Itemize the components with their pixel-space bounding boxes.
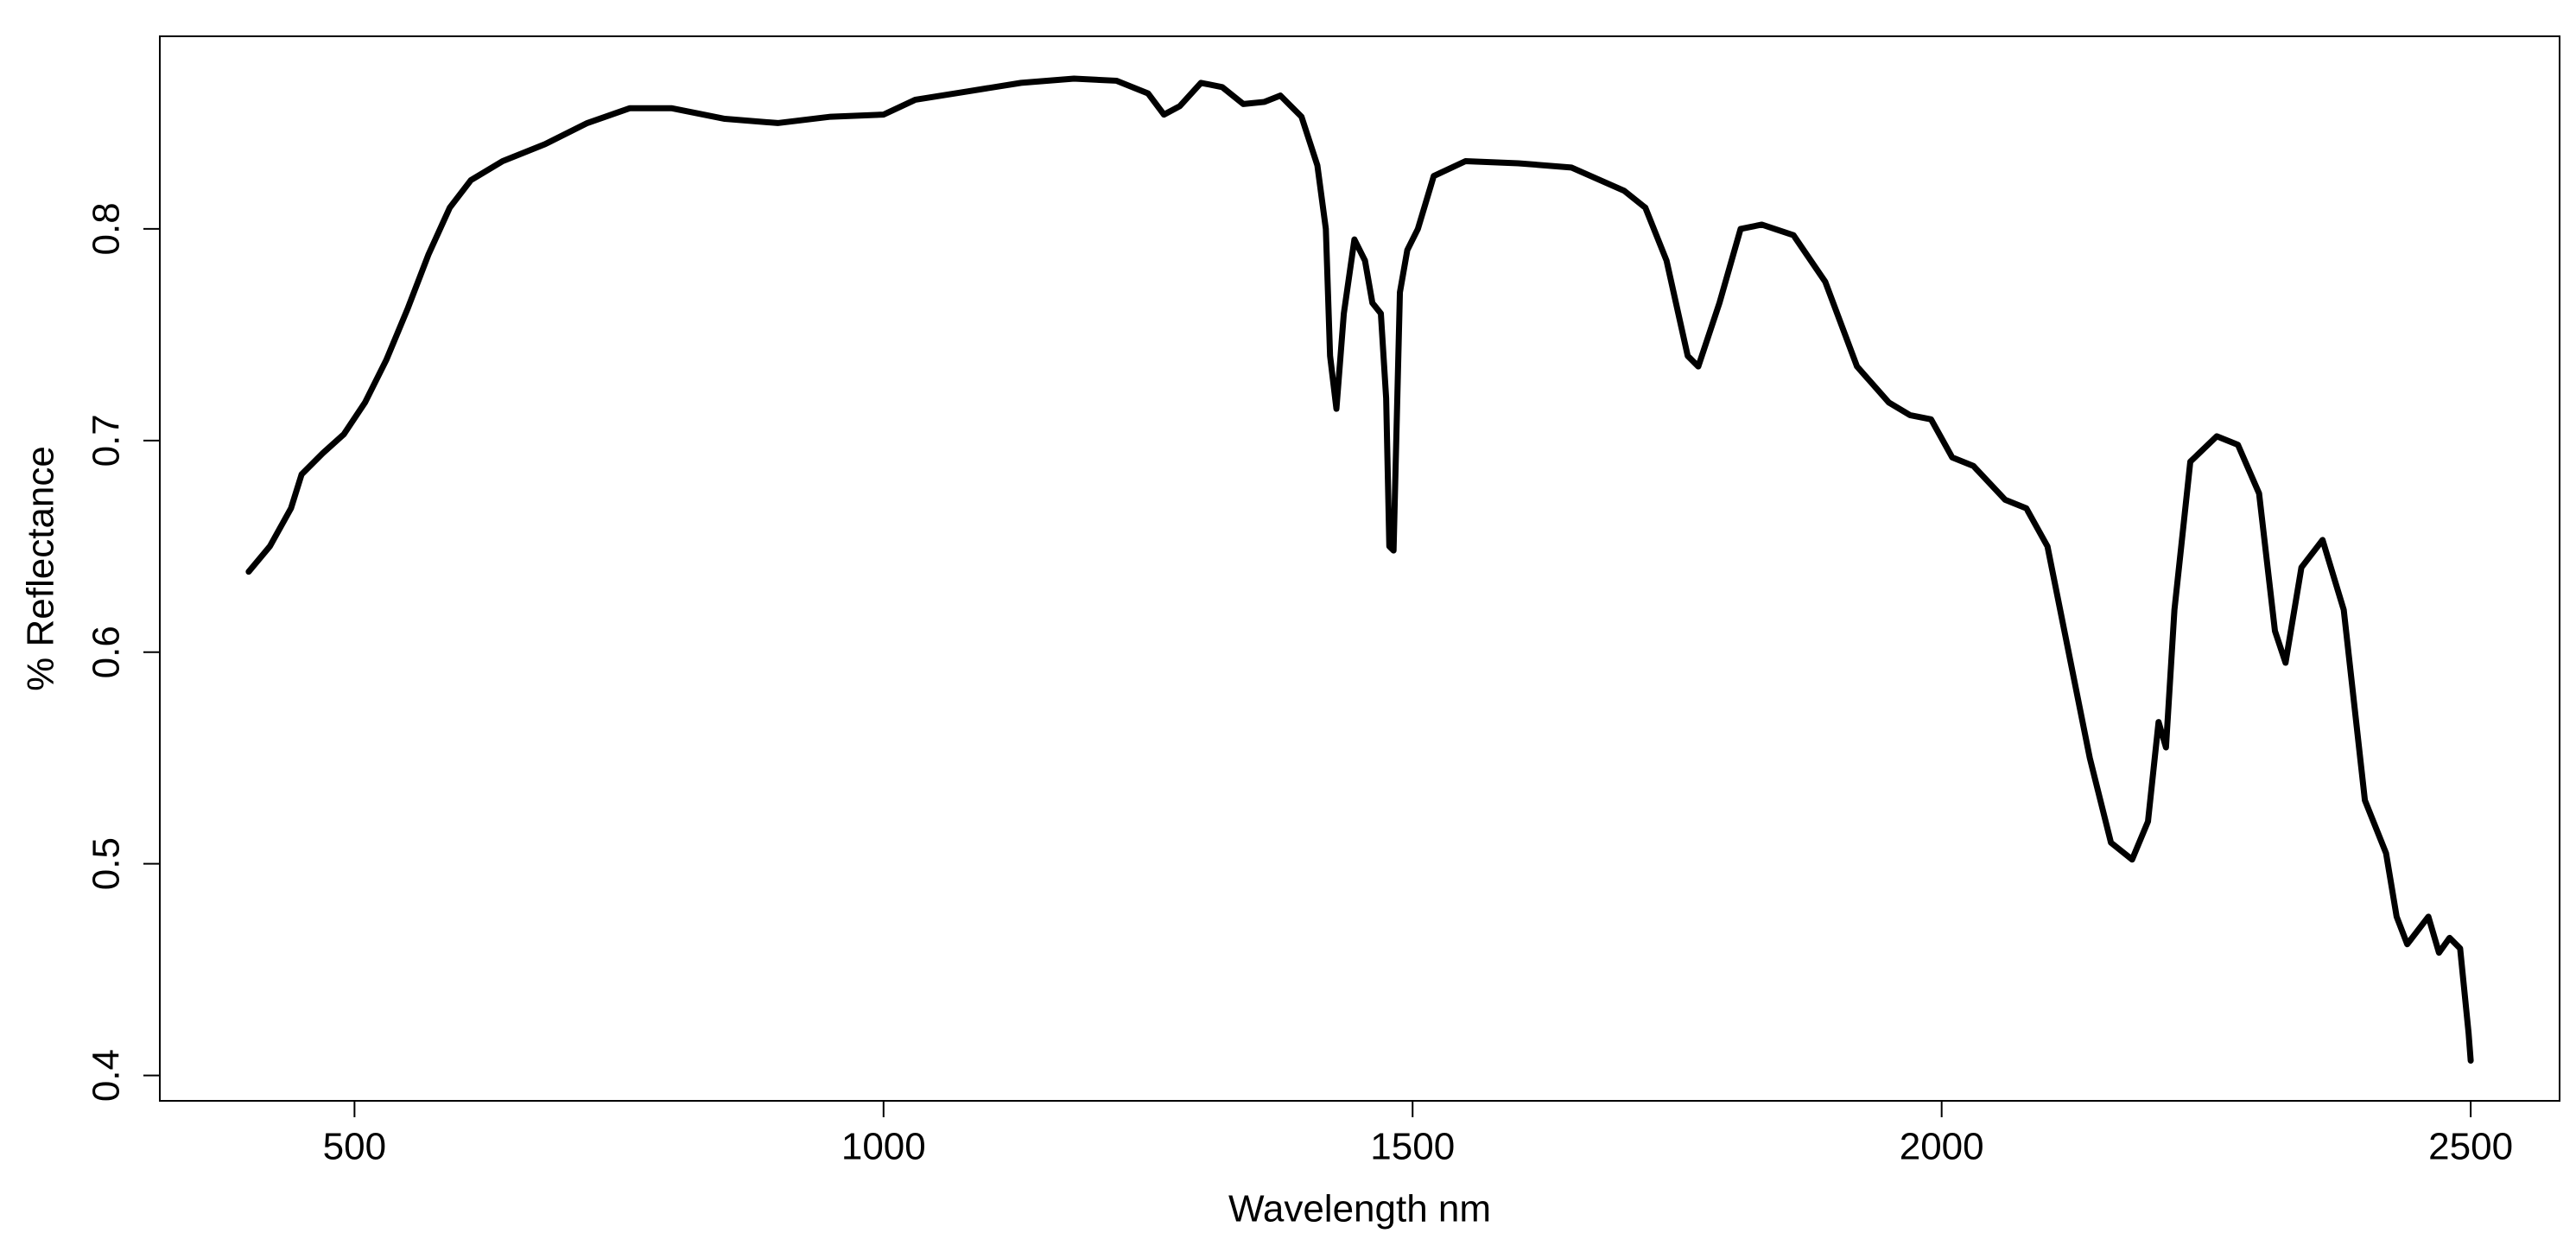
y-tick-label: 0.6 <box>86 626 128 678</box>
x-tick-label: 1000 <box>841 1126 926 1168</box>
x-tick-label: 2500 <box>2428 1126 2513 1168</box>
y-tick-label: 0.8 <box>86 202 128 255</box>
plot-box <box>159 35 2560 1102</box>
x-tick-label: 2000 <box>1900 1126 1984 1168</box>
y-tick-label: 0.5 <box>86 837 128 890</box>
x-tick-label: 500 <box>323 1126 386 1168</box>
x-axis-title: Wavelength nm <box>1228 1188 1491 1230</box>
y-tick-label: 0.7 <box>86 414 128 467</box>
y-axis-title: % Reflectance <box>20 446 62 691</box>
x-tick-label: 1500 <box>1370 1126 1455 1168</box>
data-line <box>245 75 2474 1064</box>
y-tick-label: 0.4 <box>86 1049 128 1102</box>
